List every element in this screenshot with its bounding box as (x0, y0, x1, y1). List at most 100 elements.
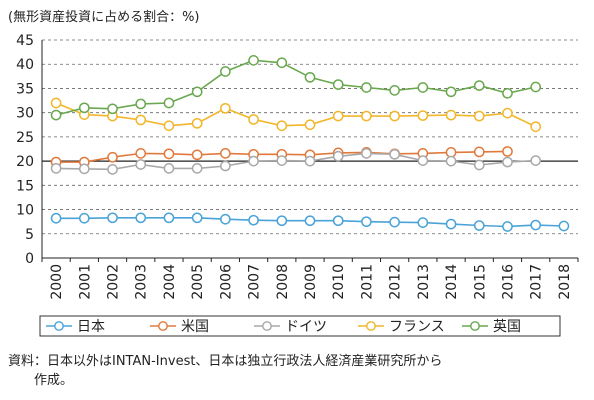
data-point (191, 149, 203, 161)
data-point (135, 212, 147, 224)
series-group (50, 54, 570, 232)
y-tick-label: 35 (16, 81, 34, 97)
data-point (530, 81, 542, 93)
source-note: 資料：日本以外はINTAN-Invest、日本は独立行政法人経済産業研究所から … (8, 352, 592, 390)
data-point (220, 160, 231, 172)
data-point (445, 155, 457, 167)
legend-label: 米国 (181, 319, 209, 335)
data-point (163, 97, 175, 109)
data-point (191, 212, 203, 224)
legend-label: ドイツ (285, 319, 327, 335)
axes: 0 5 10 15 20 25 30 35 40 45 2000 2001 2002 2003 2004 20… (16, 33, 579, 300)
data-point (248, 114, 259, 125)
line-chart: 0 5 10 15 20 25 30 35 40 45 2000 2001 2002 2003 2004 20… (16, 33, 579, 337)
data-point (558, 220, 570, 232)
data-point (361, 148, 372, 159)
y-tick-label: 5 (25, 227, 34, 243)
data-point (78, 163, 90, 175)
data-point (135, 98, 147, 110)
data-point (417, 155, 429, 166)
y-tick-label: 45 (16, 33, 34, 49)
data-point (220, 66, 231, 77)
data-point (248, 214, 259, 226)
data-point (361, 110, 372, 122)
data-point (473, 146, 485, 158)
data-point (191, 117, 203, 129)
x-tick-label: 2017 (529, 264, 545, 300)
data-point (50, 163, 62, 174)
x-tick-label: 2007 (247, 264, 263, 300)
data-point (276, 57, 288, 69)
data-point (332, 110, 344, 122)
legend-marker (158, 321, 168, 331)
x-tick-label: 2000 (49, 264, 65, 300)
data-point (389, 216, 400, 228)
source-line-1: 資料：日本以外はINTAN-Invest、日本は独立行政法人経済産業研究所から (8, 354, 443, 369)
data-point (530, 121, 542, 133)
data-point (78, 102, 90, 114)
data-point (50, 212, 62, 224)
data-point (502, 146, 513, 157)
x-tick-label: 2014 (444, 264, 460, 300)
y-tick-label: 10 (16, 203, 34, 219)
gridlines (42, 39, 578, 235)
data-point (389, 110, 400, 122)
data-point (332, 215, 344, 227)
data-point (502, 156, 513, 168)
data-point (502, 107, 513, 119)
data-point (78, 212, 90, 224)
data-point (191, 163, 203, 174)
data-point (445, 147, 457, 158)
data-point (220, 148, 231, 159)
data-point (107, 212, 118, 224)
data-point (304, 71, 316, 83)
data-point (445, 86, 457, 98)
data-point (107, 163, 118, 175)
data-point (473, 220, 485, 231)
x-tick-label: 2010 (331, 264, 347, 300)
legend-label: 日本 (77, 319, 105, 335)
x-tick-label: 2003 (134, 264, 150, 300)
series-line (55, 59, 536, 116)
y-tick-label: 20 (16, 154, 34, 170)
data-point (276, 120, 288, 132)
unit-label: (無形資産投資に占める割合：%) (8, 10, 200, 25)
x-tick-label: 2009 (303, 264, 319, 300)
data-point (135, 114, 147, 126)
data-point (163, 148, 175, 160)
y-tick-label: 15 (16, 178, 34, 194)
data-point (332, 79, 344, 90)
data-point (361, 82, 372, 93)
data-point (163, 212, 175, 224)
x-tick-label: 2004 (162, 264, 178, 300)
legend-marker (262, 321, 272, 331)
data-point (445, 109, 457, 121)
data-point (304, 119, 316, 131)
data-point (50, 109, 62, 121)
data-point (389, 85, 400, 96)
data-point (191, 86, 203, 98)
data-point (163, 120, 175, 132)
data-point (107, 151, 118, 163)
x-tick-label: 2005 (190, 264, 206, 300)
data-point (445, 218, 457, 230)
legend-box (39, 315, 561, 337)
x-tick-label: 2011 (359, 264, 375, 300)
data-point (332, 150, 344, 162)
data-point (304, 155, 316, 167)
x-tick-label: 2016 (500, 264, 516, 300)
y-tick-label: 25 (16, 130, 34, 146)
data-point (417, 217, 429, 228)
data-point (361, 216, 372, 228)
data-point (220, 213, 231, 225)
legend-marker (54, 321, 64, 331)
x-tick-label: 2008 (275, 264, 291, 300)
x-tick-label: 2013 (416, 264, 432, 300)
legend-marker (470, 321, 480, 331)
x-tick-label: 2001 (77, 264, 93, 300)
data-point (163, 163, 175, 174)
data-point (135, 159, 147, 170)
x-tick-label: 2018 (557, 264, 573, 300)
x-tick-label: 2012 (388, 264, 404, 300)
data-point (304, 215, 316, 227)
